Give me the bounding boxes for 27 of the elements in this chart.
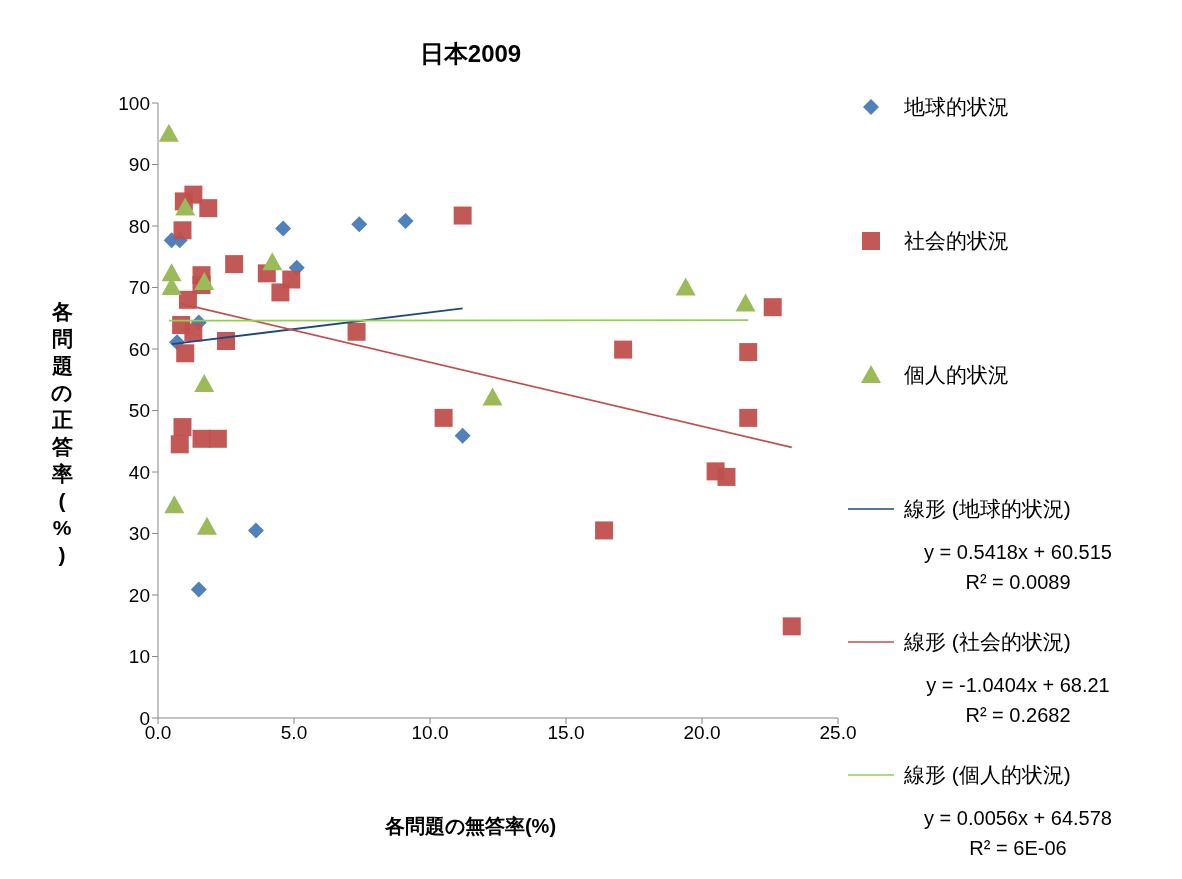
legend-label: 線形 (地球的状況) <box>904 496 1071 522</box>
x-tick-label: 10.0 <box>411 722 449 744</box>
x-axis-title: 各問題の無答率(%) <box>383 814 558 839</box>
legend-label: 個人的状況 <box>904 362 1009 388</box>
text: 各問題の正答率(%) <box>51 300 73 566</box>
y-tick-label: 100 <box>118 92 150 114</box>
x-tick-label: 20.0 <box>683 722 721 744</box>
y-tick-label: 10 <box>128 646 150 668</box>
chart-title: 日本2009 <box>418 39 523 69</box>
y-tick-label: 50 <box>128 400 150 422</box>
y-tick-label: 40 <box>128 461 150 483</box>
legend-label: 線形 (社会的状況) <box>904 629 1071 655</box>
x-tick-label: 25.0 <box>819 722 857 744</box>
text: y = 0.0056x + 64.578 R² = 6E-06 <box>923 806 1113 861</box>
legend-label: 地球的状況 <box>904 94 1009 120</box>
text: y = -1.0404x + 68.21 R² = 0.2682 <box>925 673 1111 728</box>
text: y = 0.5418x + 60.515 R² = 0.0089 <box>923 540 1113 595</box>
y-tick-label: 70 <box>128 277 150 299</box>
x-tick-label: 15.0 <box>547 722 585 744</box>
x-tick-label: 5.0 <box>280 722 308 744</box>
legend-label: 線形 (個人的状況) <box>904 762 1071 788</box>
y-tick-label: 90 <box>128 154 150 176</box>
y-tick-label: 30 <box>128 523 150 545</box>
y-tick-label: 60 <box>128 338 150 360</box>
legend-label: 社会的状況 <box>904 228 1009 254</box>
y-tick-label: 20 <box>128 584 150 606</box>
y-tick-label: 80 <box>128 215 150 237</box>
